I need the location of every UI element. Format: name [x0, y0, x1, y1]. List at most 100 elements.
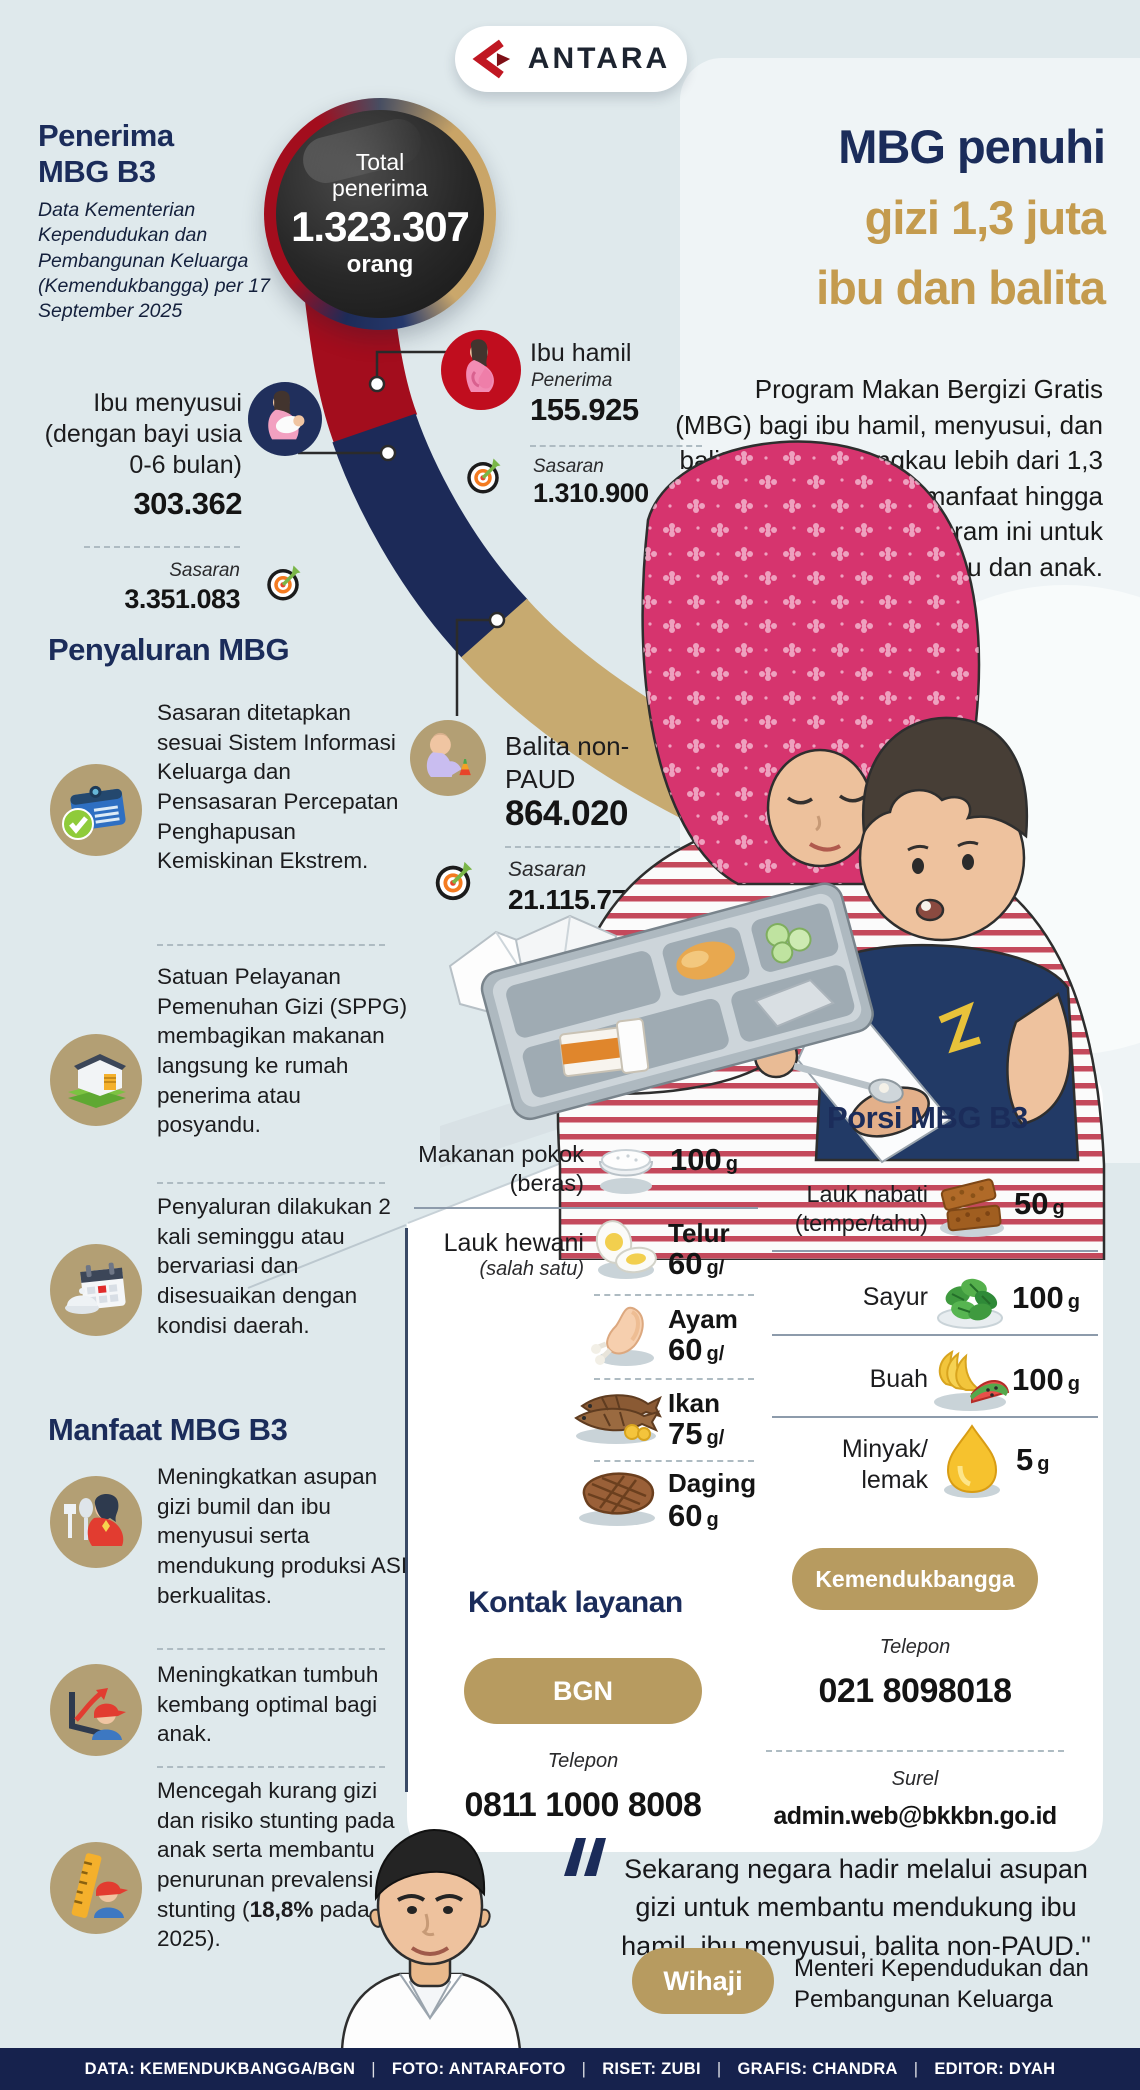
ikan-name: Ikan: [668, 1388, 721, 1418]
fish-icon: [574, 1394, 662, 1444]
target-icon: [267, 565, 301, 601]
antara-logo-text: ANTARA: [527, 42, 671, 75]
target-icon: [467, 458, 501, 494]
daging-amount: 60 g: [668, 1498, 719, 1534]
antara-eagle-icon: [472, 39, 510, 79]
amount-unit: g: [1037, 1453, 1050, 1475]
ibu-hamil-penerima-label: Penerima: [531, 370, 613, 391]
balita-value: 864.020: [505, 794, 629, 833]
quote-mark-icon: [564, 1838, 606, 1876]
divider: [594, 1378, 754, 1380]
section-heading-porsi: Porsi MBG B3: [827, 1100, 1028, 1135]
ayam-name: Ayam: [668, 1304, 738, 1334]
section-heading-manfaat: Manfaat MBG B3: [48, 1412, 288, 1447]
divider: [157, 944, 385, 946]
makanan-pokok-amount: 100 g: [670, 1142, 738, 1178]
ibu-hamil-label: Ibu hamil: [530, 339, 632, 367]
credit-item: EDITOR: DYAH: [934, 2059, 1056, 2078]
amount-value: 60: [668, 1246, 703, 1281]
divider: [530, 445, 702, 447]
egg-icon: [595, 1220, 657, 1279]
buah-amount: 100 g: [1012, 1362, 1080, 1398]
bgn-phone-number: 0811 1000 8008: [464, 1786, 702, 1824]
oil-drop-icon: [944, 1424, 1000, 1498]
data-source-note: Data Kementerian Kependudukan dan Pemban…: [38, 199, 270, 323]
total-label: Total penerima: [332, 148, 428, 201]
chicken-icon: [591, 1306, 654, 1366]
amount-value: 100: [1012, 1362, 1064, 1397]
amount-unit: g: [706, 1509, 719, 1531]
bgn-phone-label: Telepon: [547, 1750, 619, 1772]
meat-icon: [579, 1472, 655, 1526]
amount-value: 100: [670, 1142, 722, 1177]
amount-unit: g: [1052, 1197, 1065, 1219]
credit-separator: |: [913, 2059, 919, 2078]
manfaat-item-text: Meningkatkan asupan gizi bumil dan ibu m…: [157, 1464, 408, 1608]
total-unit: orang: [346, 251, 414, 279]
breastfeeding-mother-icon: [248, 382, 322, 456]
antara-logo: ANTARA: [455, 26, 687, 92]
minyak-label: Minyak/ lemak: [841, 1435, 928, 1494]
divider: [157, 1648, 385, 1650]
kemendukbangga-pill: Kemendukbangga: [792, 1548, 1038, 1610]
divider: [157, 1182, 385, 1184]
mother-feeding-child-illustration: [440, 440, 1140, 1260]
fruits-icon: [934, 1349, 1010, 1411]
penyaluran-item-text: Penyaluran dilakukan 2 kali seminggu ata…: [157, 1194, 391, 1338]
balita-sasaran-label: Sasaran: [508, 858, 587, 881]
bgn-pill: BGN: [464, 1658, 702, 1724]
divider: [766, 1750, 1064, 1752]
balita-label: Balita non-PAUD: [505, 731, 630, 794]
credit-separator: |: [581, 2059, 587, 2078]
toddler-playing-icon: [410, 720, 486, 796]
lauk-nabati-label: Lauk nabati (tempe/tahu): [794, 1181, 928, 1237]
divider: [772, 1416, 1098, 1418]
amount-value: 5: [1016, 1442, 1034, 1477]
manfaat-text-post: pada 2025).: [157, 1896, 370, 1952]
calendar-meal-icon: [50, 1244, 142, 1336]
lauk-hewani-sublabel: (salah satu): [479, 1258, 585, 1280]
ikan-amount: 75 g/: [668, 1416, 724, 1452]
rice-bowl-icon: [598, 1149, 654, 1194]
amount-value: 60: [668, 1332, 703, 1367]
divider: [594, 1294, 754, 1296]
divider: [772, 1334, 1098, 1336]
telur-name: Telur: [668, 1218, 730, 1248]
divider: [594, 1460, 754, 1462]
credit-item: FOTO: ANTARAFOTO: [391, 2059, 566, 2078]
credit-separator: |: [716, 2059, 722, 2078]
footer-credits-bar: DATA: KEMENDUKBANGGA/BGN | FOTO: ANTARAF…: [0, 2048, 1140, 2090]
main-title-line3: ibu dan balita: [816, 261, 1106, 314]
kemendukbangga-email-label: Surel: [891, 1768, 939, 1790]
divider: [84, 546, 240, 548]
mother-nutrition-icon: [50, 1476, 142, 1568]
pregnant-woman-icon: [441, 330, 521, 410]
ibu-menyusui-sasaran-value: 3.351.083: [124, 584, 240, 614]
credit-item: RISET: ZUBI: [602, 2059, 701, 2078]
minyak-amount: 5 g: [1016, 1442, 1049, 1478]
amount-unit: g: [725, 1153, 738, 1175]
divider: [157, 1766, 385, 1768]
telur-amount: 60 g/: [668, 1246, 724, 1282]
amount-value: 100: [1012, 1280, 1064, 1315]
speaker-name: Wihaji: [663, 1965, 743, 1996]
ibu-menyusui-value: 303.362: [133, 486, 242, 521]
tempeh-icon: [940, 1178, 1004, 1237]
sayur-label: Sayur: [862, 1283, 928, 1311]
kemendukbangga-email: admin.web@bkkbn.go.id: [773, 1802, 1057, 1830]
divider: [414, 1207, 758, 1209]
id-card-check-icon: [50, 764, 142, 856]
amount-unit: g/: [706, 1343, 725, 1365]
buah-label: Buah: [869, 1365, 928, 1393]
section-heading-penerima: Penerima MBG B3: [38, 118, 174, 189]
penyaluran-item-text: Satuan Pelayanan Pemenuhan Gizi (SPPG) m…: [157, 964, 408, 1138]
vegetables-icon: [937, 1278, 1003, 1329]
ibu-menyusui-label: Ibu menyusui (dengan bayi usia 0-6 bulan…: [44, 389, 242, 479]
manfaat-text-bold: 18,8%: [249, 1896, 314, 1922]
amount-value: 75: [668, 1416, 703, 1451]
amount-unit: g/: [706, 1427, 725, 1449]
bgn-label: BGN: [553, 1675, 613, 1706]
main-title-line2: gizi 1,3 juta: [864, 190, 1106, 244]
